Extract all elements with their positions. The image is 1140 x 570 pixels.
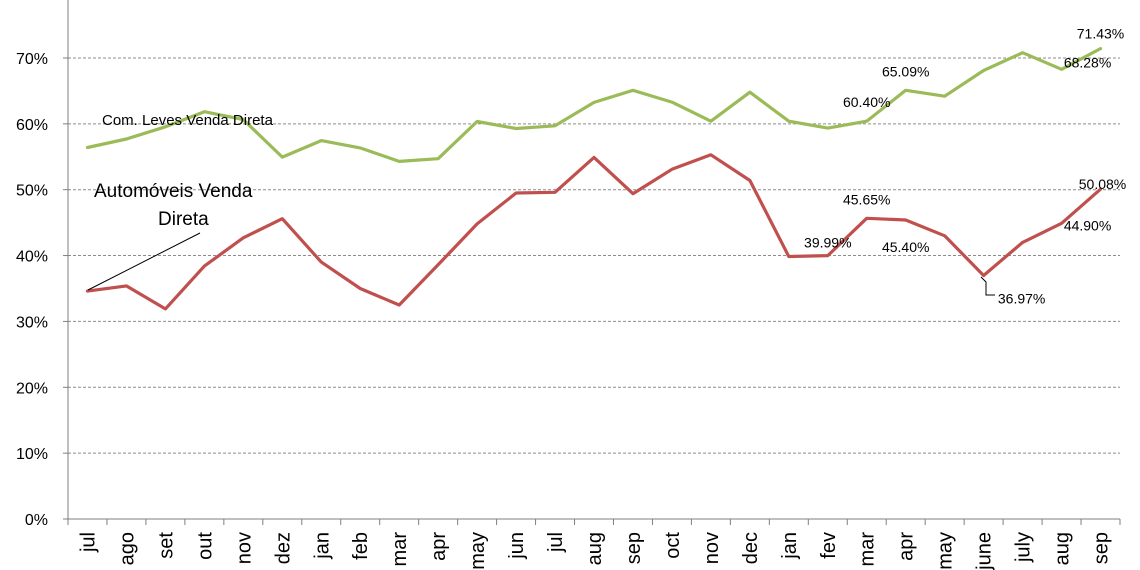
x-tick-label: nov (233, 532, 255, 564)
x-tick-label: july (1013, 532, 1035, 563)
data-label: 68.28% (1064, 54, 1111, 70)
data-label: 39.99% (804, 235, 851, 251)
x-tick-label: dec (740, 532, 762, 564)
data-label-leader-line (980, 276, 995, 296)
x-tick-label: aug (1052, 532, 1074, 565)
data-label: 45.40% (882, 239, 929, 255)
x-tick-labels: jul ago set out nov dez jan feb mar apr may jun jul a… (77, 532, 1112, 570)
series-line-automoveis (85, 153, 1103, 311)
series-label-automoveis-line1: Automóveis Venda (94, 181, 253, 202)
data-labels: 60.40% 65.09% 68.28% 71.43% 39.99% 45.65% 45.4… (804, 26, 1126, 307)
series-label-leader-line (87, 232, 201, 291)
x-tick-label: june (974, 532, 996, 570)
x-tick-label: jul (545, 532, 567, 553)
x-tick-label: may (467, 532, 489, 570)
annotations: Com. Leves Venda Direta Automóveis Venda… (87, 112, 995, 296)
data-label: 60.40% (843, 94, 890, 110)
x-tick-label: aug (584, 532, 606, 565)
data-label: 65.09% (882, 63, 929, 79)
x-tick-label: jan (311, 532, 333, 560)
series-line-com-leves (85, 46, 1103, 163)
data-label: 50.08% (1079, 176, 1126, 192)
data-label: 45.65% (843, 191, 890, 207)
x-tick-label: fev (818, 532, 840, 559)
series-label-automoveis-line2: Direta (158, 209, 209, 230)
x-tick-label: apr (428, 532, 450, 561)
y-tick-labels: 0% 10% 20% 30% 40% 50% 60% 70% (16, 51, 48, 529)
y-tick-label: 20% (16, 380, 48, 397)
series-lines (85, 46, 1103, 311)
data-label: 71.43% (1077, 26, 1124, 42)
x-tick-label: nov (701, 532, 723, 564)
x-tick-label: sep (623, 532, 645, 564)
x-tick-label: jul (77, 532, 99, 553)
axes (63, 0, 1121, 525)
x-tick-label: jan (779, 532, 801, 560)
x-tick-label: mar (389, 532, 411, 567)
y-tick-label: 60% (16, 117, 48, 134)
x-tick-label: dez (272, 532, 294, 564)
x-tick-label: may (935, 532, 957, 570)
data-label: 44.90% (1064, 217, 1111, 233)
y-tick-label: 50% (16, 183, 48, 200)
x-tick-label: out (194, 532, 216, 560)
x-tick-label: feb (350, 532, 372, 560)
x-tick-label: set (155, 532, 177, 559)
x-tick-label: mar (857, 532, 879, 567)
series-label-com-leves: Com. Leves Venda Direta (102, 112, 274, 129)
x-tick-label: apr (896, 532, 918, 561)
y-tick-label: 70% (16, 51, 48, 68)
x-tick-label: ago (116, 532, 138, 565)
grid-lines (68, 57, 1120, 454)
y-tick-label: 10% (16, 446, 48, 463)
y-tick-label: 40% (16, 249, 48, 266)
x-tick-label: oct (662, 532, 684, 559)
x-tick-label: jun (506, 532, 528, 560)
y-tick-label: 30% (16, 314, 48, 331)
x-tick-label: sep (1091, 532, 1113, 564)
y-tick-label: 0% (25, 512, 48, 529)
data-label: 36.97% (998, 291, 1045, 307)
